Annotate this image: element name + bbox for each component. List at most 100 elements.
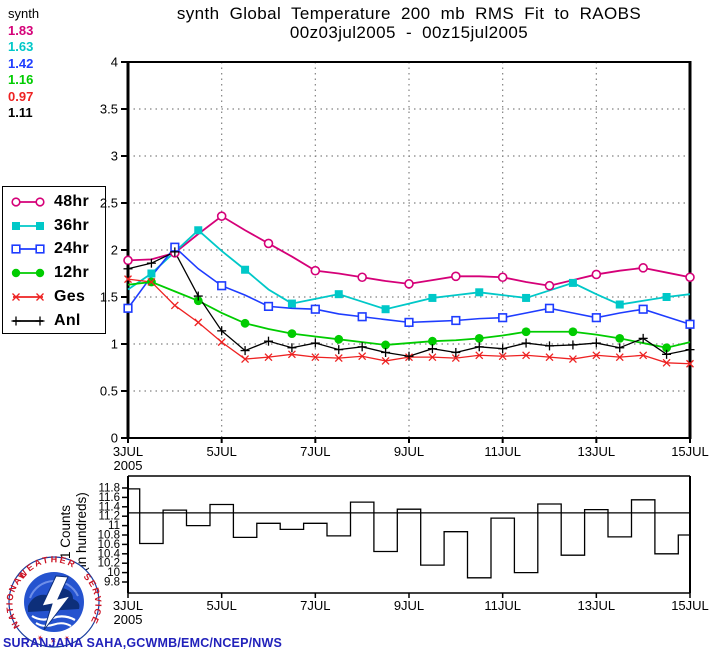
stats-panel-label: synth xyxy=(8,6,40,21)
counts-y-tick-label: 10.4 xyxy=(98,548,121,560)
counts-y-tick-label: 9.8 xyxy=(104,577,120,589)
counts-x-tick-label: 5JUL xyxy=(206,598,236,613)
series-line-48hr xyxy=(127,215,691,287)
counts-step-line xyxy=(128,488,690,579)
marker-x xyxy=(264,353,273,362)
series-line-36hr xyxy=(127,229,691,311)
y-tick-label: 3 xyxy=(111,149,118,164)
counts-y-tick-label: 11.2 xyxy=(98,511,120,523)
series-line-12hr xyxy=(127,281,691,349)
marker-x xyxy=(451,354,460,363)
counts-x-tick-label: 13JUL xyxy=(578,598,616,613)
marker-square-fill xyxy=(615,300,624,309)
marker-x xyxy=(241,355,250,363)
marker-circle-open xyxy=(451,271,461,282)
marker-x xyxy=(381,356,390,365)
x-tick-label: 3JUL xyxy=(113,444,143,459)
y-tick-label: 2.5 xyxy=(100,196,118,211)
stats-value-5: 1.11 xyxy=(8,105,33,120)
marker-x xyxy=(475,351,484,360)
marker-x xyxy=(170,301,179,310)
counts-x-tick-label: 15JUL xyxy=(671,598,709,613)
counts-x-tick-label: 11JUL xyxy=(484,598,521,613)
marker-x xyxy=(615,353,624,362)
marker-x xyxy=(545,353,554,362)
legend-item-36hr: 36hr xyxy=(3,214,105,238)
legend-marker-36hr xyxy=(12,221,44,230)
marker-square-fill xyxy=(568,278,577,287)
y-tick-label: 2 xyxy=(111,243,118,258)
marker-square-open xyxy=(685,319,695,329)
marker-circle-fill xyxy=(193,296,203,306)
marker-circle-fill xyxy=(287,329,297,339)
counts-y-tick-label: 11.4 xyxy=(98,501,120,513)
stats-value-2: 1.42 xyxy=(8,55,34,71)
marker-x xyxy=(287,350,296,359)
marker-circle-open xyxy=(357,272,367,283)
marker-x xyxy=(498,352,507,361)
marker-x xyxy=(428,353,437,362)
legend-item-ges: Ges xyxy=(3,285,105,309)
counts-y-tick-label: 10.2 xyxy=(98,558,120,570)
marker-circle-open xyxy=(497,272,508,283)
marker-square-fill xyxy=(662,293,671,301)
legend-label: 36hr xyxy=(54,216,89,234)
counts-y-tick-label: 11.6 xyxy=(98,492,120,504)
marker-square-fill xyxy=(428,293,437,302)
marker-square-open xyxy=(544,303,555,313)
marker-x xyxy=(311,353,320,362)
chart-subtitle: 00z03jul2005 - 00z15jul2005 xyxy=(289,23,529,42)
marker-square-fill xyxy=(522,293,531,302)
y-tick-label: 4 xyxy=(111,55,118,70)
marker-circle-open xyxy=(404,279,414,289)
legend-label: 48hr xyxy=(54,192,89,210)
marker-circle-open xyxy=(123,255,133,266)
marker-square-fill xyxy=(147,269,156,278)
marker-square-fill xyxy=(334,290,343,299)
x-tick-label: 11JUL xyxy=(484,444,521,459)
marker-circle-fill xyxy=(521,327,531,337)
stats-value-0: 1.83 xyxy=(8,22,34,38)
x-tick-label: 5JUL xyxy=(206,444,236,459)
marker-circle-fill xyxy=(474,333,484,343)
y-tick-label: 1 xyxy=(111,337,118,352)
chart-title: synth Global Temperature 200 mb RMS Fit … xyxy=(176,4,642,23)
counts-y-tick-label: 10.8 xyxy=(98,530,120,542)
marker-square-fill xyxy=(194,226,203,235)
counts-x-tick-label: 7JUL xyxy=(300,598,330,613)
x-tick-label: 13JUL xyxy=(578,444,616,459)
legend-item-12hr: 12hr xyxy=(3,261,105,285)
marker-circle-fill xyxy=(615,333,625,343)
marker-square-open xyxy=(498,313,508,323)
legend-marker-ges xyxy=(12,293,44,302)
marker-square-open xyxy=(310,304,320,314)
marker-circle-open xyxy=(544,280,555,291)
marker-x xyxy=(686,359,694,368)
marker-circle-fill xyxy=(662,343,671,353)
marker-x xyxy=(124,275,132,284)
marker-circle-fill xyxy=(240,318,250,328)
marker-x xyxy=(522,351,531,360)
marker-x xyxy=(662,358,671,367)
x-tick-label: 15JUL xyxy=(671,444,709,459)
marker-circle-fill xyxy=(381,340,390,350)
legend-item-anl: Anl xyxy=(3,309,105,333)
x-year-label: 2005 xyxy=(114,458,143,473)
legend-marker-12hr xyxy=(11,269,45,278)
marker-x xyxy=(147,278,156,286)
counts-x-tick-label: 9JUL xyxy=(394,598,424,613)
marker-square-open xyxy=(217,281,227,291)
legend-box: 48hr 36hr 24hr 12hr Ges Anl xyxy=(2,186,106,334)
y-tick-label: 1.5 xyxy=(100,290,118,305)
marker-circle-open xyxy=(310,265,321,276)
marker-x xyxy=(639,351,648,360)
x-tick-label: 7JUL xyxy=(300,444,330,459)
legend-rows: 48hr 36hr 24hr 12hr Ges Anl xyxy=(3,190,105,333)
marker-square-open xyxy=(404,317,414,327)
counts-y-tick-label: 10.6 xyxy=(98,539,120,551)
marker-circle-open xyxy=(591,269,602,280)
stats-value-4: 0.97 xyxy=(8,88,34,104)
marker-x xyxy=(358,352,367,361)
